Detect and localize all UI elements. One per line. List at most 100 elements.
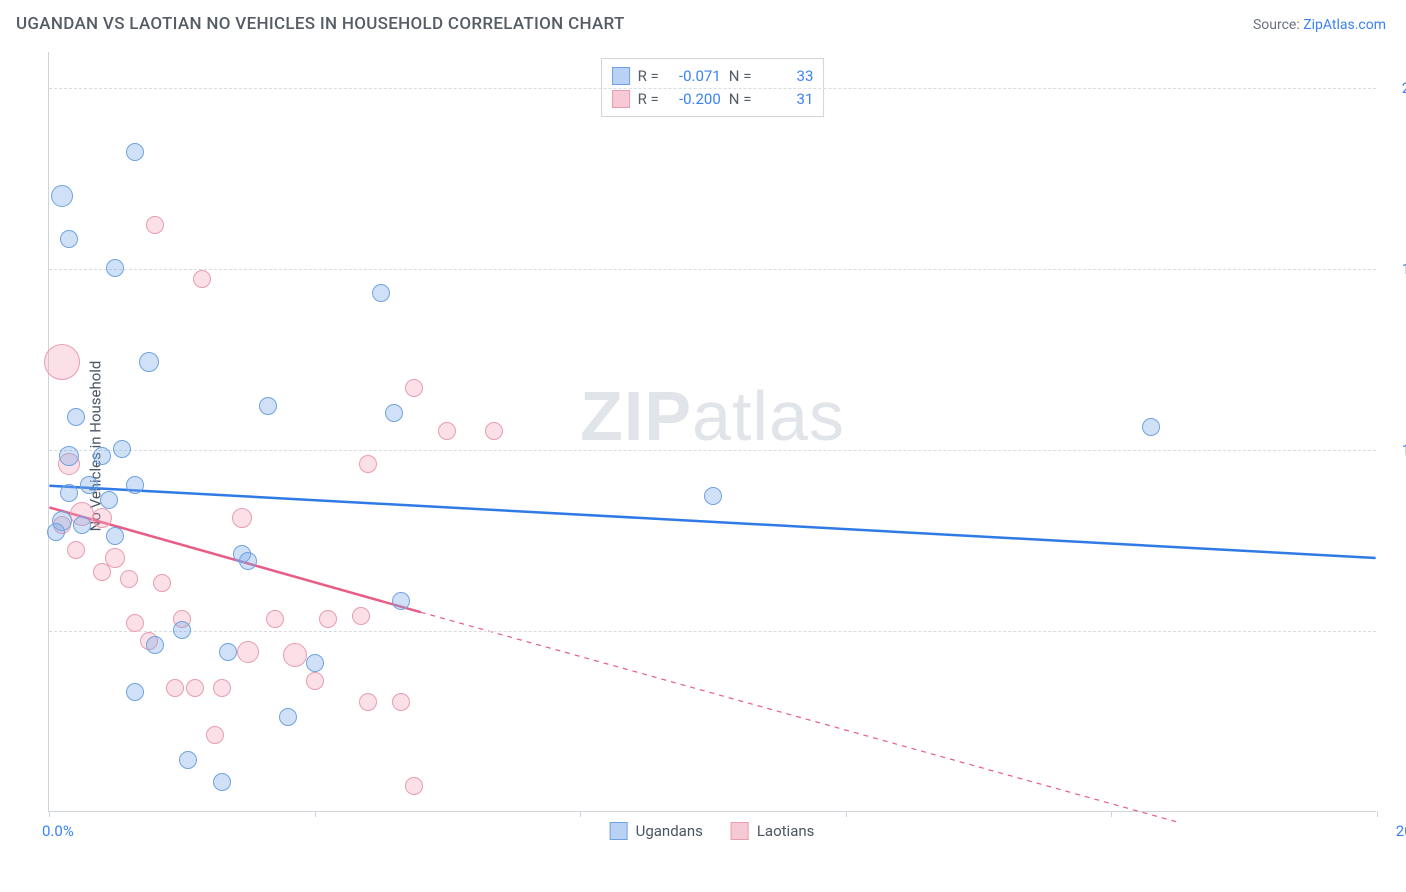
laotians-point bbox=[92, 508, 112, 528]
swatch-laotians bbox=[731, 822, 749, 840]
laotians-point bbox=[213, 679, 231, 697]
chart-header: UGANDAN VS LAOTIAN NO VEHICLES IN HOUSEH… bbox=[0, 0, 1406, 42]
ugandans-point bbox=[80, 476, 98, 494]
ugandans-point bbox=[67, 408, 85, 426]
laotians-point bbox=[319, 610, 337, 628]
ugandans-point bbox=[126, 683, 144, 701]
ugandans-point bbox=[47, 523, 65, 541]
legend-item-ugandans: Ugandans bbox=[610, 822, 703, 840]
laotians-point bbox=[93, 563, 111, 581]
ugandans-point bbox=[126, 476, 144, 494]
laotians-point bbox=[126, 614, 144, 632]
ugandans-point bbox=[126, 143, 144, 161]
ugandans-point bbox=[306, 654, 324, 672]
r-label: R = bbox=[638, 65, 659, 88]
x-tick bbox=[49, 811, 50, 817]
ugandans-point bbox=[259, 397, 277, 415]
legend-label-ugandans: Ugandans bbox=[636, 822, 703, 840]
ugandans-point bbox=[106, 259, 124, 277]
n-value-ugandans: 33 bbox=[759, 65, 813, 88]
ugandans-point bbox=[213, 773, 231, 791]
r-value-ugandans: -0.071 bbox=[667, 65, 721, 88]
trend-lines bbox=[49, 52, 1376, 811]
gridline bbox=[49, 88, 1376, 89]
swatch-laotians bbox=[612, 90, 630, 108]
gridline bbox=[49, 450, 1376, 451]
laotians-point bbox=[352, 607, 370, 625]
laotians-point bbox=[166, 679, 184, 697]
gridline bbox=[49, 269, 1376, 270]
laotians-point bbox=[232, 508, 252, 528]
laotians-point bbox=[237, 641, 259, 663]
laotians-point bbox=[105, 548, 125, 568]
ugandans-point bbox=[60, 484, 78, 502]
chart-source: Source: ZipAtlas.com bbox=[1253, 17, 1386, 33]
n-value-laotians: 31 bbox=[759, 88, 813, 111]
x-axis-max-label: 20.0% bbox=[1396, 822, 1406, 840]
x-tick bbox=[846, 811, 847, 817]
ugandans-point bbox=[704, 487, 722, 505]
ugandans-point bbox=[60, 230, 78, 248]
legend-stats-row-laotians: R = -0.200 N = 31 bbox=[612, 88, 814, 111]
ugandans-point bbox=[146, 636, 164, 654]
laotians-point bbox=[306, 672, 324, 690]
x-tick bbox=[315, 811, 316, 817]
laotians-point bbox=[438, 422, 456, 440]
ugandans-point bbox=[372, 284, 390, 302]
ugandans-point bbox=[51, 185, 73, 207]
r-label: R = bbox=[638, 88, 659, 111]
ugandans-point bbox=[100, 491, 118, 509]
swatch-ugandans bbox=[610, 822, 628, 840]
x-tick bbox=[1377, 811, 1378, 817]
chart-title: UGANDAN VS LAOTIAN NO VEHICLES IN HOUSEH… bbox=[16, 14, 625, 34]
legend-stats-row-ugandans: R = -0.071 N = 33 bbox=[612, 65, 814, 88]
laotians-point bbox=[359, 693, 377, 711]
plot-canvas: ZIPatlas R = -0.071 N = 33 R = -0.200 N … bbox=[48, 52, 1376, 812]
laotians-point bbox=[392, 693, 410, 711]
ugandans-point bbox=[1142, 418, 1160, 436]
laotians-point bbox=[485, 422, 503, 440]
ugandans-point bbox=[239, 552, 257, 570]
ugandans-point bbox=[219, 643, 237, 661]
y-tick-label: 20.0% bbox=[1402, 79, 1406, 97]
x-tick bbox=[1111, 811, 1112, 817]
laotians-point bbox=[153, 574, 171, 592]
laotians-point bbox=[193, 270, 211, 288]
laotians-point bbox=[405, 777, 423, 795]
source-link[interactable]: ZipAtlas.com bbox=[1303, 17, 1386, 33]
laotians-point bbox=[405, 379, 423, 397]
laotians-point bbox=[120, 570, 138, 588]
legend-bottom: Ugandans Laotians bbox=[610, 822, 815, 840]
ugandans-point bbox=[279, 708, 297, 726]
laotians-point bbox=[283, 643, 307, 667]
x-tick bbox=[580, 811, 581, 817]
laotians-point bbox=[146, 216, 164, 234]
trend-line bbox=[421, 612, 1177, 822]
ugandans-point bbox=[59, 446, 79, 466]
laotians-point bbox=[67, 541, 85, 559]
n-label: N = bbox=[729, 65, 752, 88]
laotians-point bbox=[206, 726, 224, 744]
legend-label-laotians: Laotians bbox=[757, 822, 815, 840]
y-tick-label: 15.0% bbox=[1402, 260, 1406, 278]
ugandans-point bbox=[392, 592, 410, 610]
gridline bbox=[49, 631, 1376, 632]
plot-area: ZIPatlas R = -0.071 N = 33 R = -0.200 N … bbox=[48, 52, 1376, 812]
ugandans-point bbox=[173, 621, 191, 639]
laotians-point bbox=[44, 344, 80, 380]
ugandans-point bbox=[179, 751, 197, 769]
legend-item-laotians: Laotians bbox=[731, 822, 815, 840]
y-tick-label: 10.0% bbox=[1402, 441, 1406, 459]
r-value-laotians: -0.200 bbox=[667, 88, 721, 111]
ugandans-point bbox=[113, 440, 131, 458]
ugandans-point bbox=[73, 516, 91, 534]
ugandans-point bbox=[106, 527, 124, 545]
laotians-point bbox=[186, 679, 204, 697]
swatch-ugandans bbox=[612, 67, 630, 85]
n-label: N = bbox=[729, 88, 752, 111]
x-axis-min-label: 0.0% bbox=[42, 822, 74, 840]
ugandans-point bbox=[139, 352, 159, 372]
ugandans-point bbox=[93, 447, 111, 465]
source-prefix: Source: bbox=[1253, 17, 1303, 33]
laotians-point bbox=[359, 455, 377, 473]
